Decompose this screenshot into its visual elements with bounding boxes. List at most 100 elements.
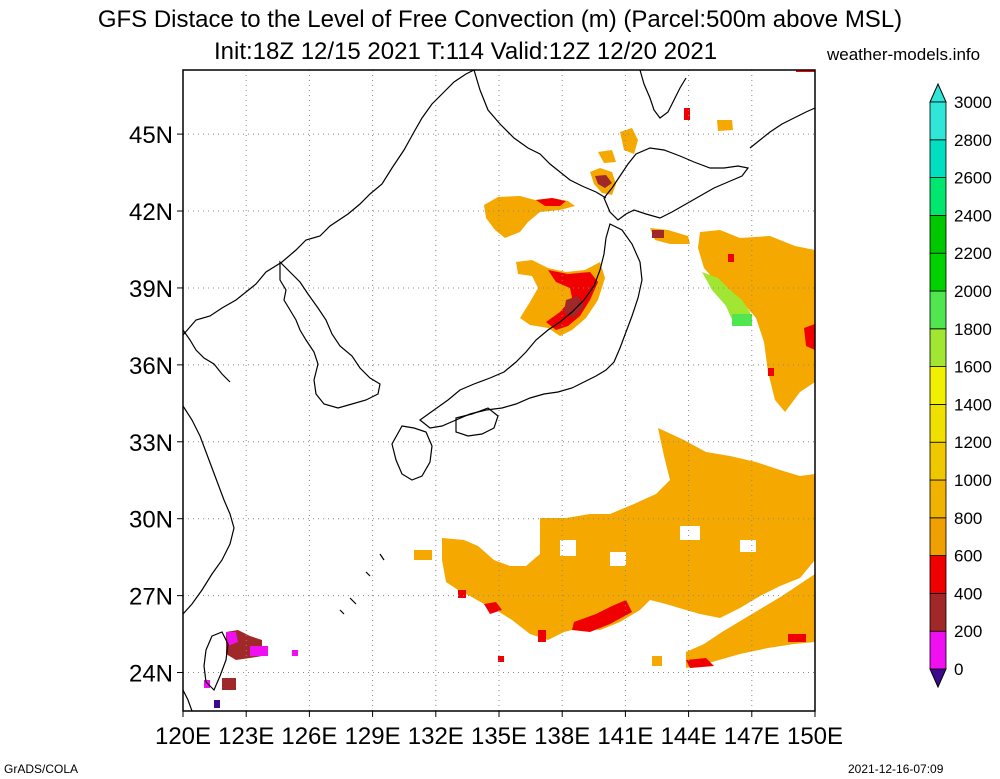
colorbar-swatch — [929, 630, 947, 670]
field-patch — [536, 198, 566, 206]
coastline-korea — [279, 260, 381, 409]
colorbar: 0 200 400 600 800 1000 1200 1400 1600 1800 2000 220… — [929, 82, 992, 689]
lat-tick-label: 42N — [129, 199, 173, 226]
lfc-shading — [204, 70, 815, 708]
lon-tick-label: 147E — [724, 723, 780, 750]
field-patch — [226, 632, 238, 646]
lon-tick-label: 126E — [281, 723, 337, 750]
colorbar-swatch — [929, 366, 947, 405]
colorbar-under-arrow — [929, 668, 947, 689]
field-patch — [538, 630, 546, 642]
colorbar-swatch — [929, 252, 947, 292]
site-label: weather-models.info — [827, 45, 981, 64]
field-patch — [620, 128, 638, 154]
lat-tick-label: 24N — [129, 661, 173, 688]
coastline-asia — [183, 70, 475, 336]
colorbar-label: 200 — [954, 622, 982, 641]
colorbar-label: 2400 — [954, 206, 992, 225]
colorbar-label: 1600 — [954, 358, 992, 377]
field-patch — [680, 526, 700, 540]
colorbar-label: 600 — [954, 547, 982, 566]
field-patch — [458, 590, 466, 598]
chart-subtitle: Init:18Z 12/15 2021 T:114 Valid:12Z 12/2… — [214, 38, 718, 65]
colorbar-swatch — [929, 328, 947, 367]
field-patch — [222, 678, 236, 690]
colorbar-swatch — [929, 139, 947, 179]
lon-tick-label: 141E — [597, 723, 653, 750]
colorbar-swatch — [929, 101, 947, 141]
coastline-china — [183, 405, 235, 615]
colorbar-swatch — [929, 555, 947, 594]
coastline-shikoku — [455, 407, 499, 437]
field-patch — [214, 700, 220, 708]
field-patch — [572, 600, 632, 632]
colorbar-swatch — [929, 214, 947, 254]
field-patch — [732, 314, 752, 326]
colorbar-label: 400 — [954, 584, 982, 603]
field-patch — [560, 540, 576, 556]
colorbar-swatch — [929, 177, 947, 216]
coastline-sakhalin — [639, 70, 687, 119]
colorbar-label: 2600 — [954, 169, 992, 188]
colorbar-swatch — [929, 441, 947, 481]
field-patch — [740, 540, 756, 552]
coastline-kyushu — [391, 425, 433, 481]
colorbar-label: 1400 — [954, 395, 992, 414]
lon-tick-label: 120E — [155, 723, 211, 750]
field-patch — [595, 175, 612, 188]
coastline-asia — [183, 329, 231, 383]
colorbar-label: 1000 — [954, 471, 992, 490]
lat-tick-label: 36N — [129, 353, 173, 380]
field-patch — [598, 150, 616, 163]
field-patch — [610, 552, 626, 566]
field-patch — [484, 196, 575, 238]
colorbar-swatch — [929, 517, 947, 556]
lon-tick-labels: 120E 123E 126E 129E 132E 135E 138E 141E 144E 147E… — [155, 711, 843, 750]
colorbar-swatch — [929, 290, 947, 330]
lat-tick-label: 39N — [129, 276, 173, 303]
colorbar-label: 2800 — [954, 131, 992, 150]
colorbar-label: 2000 — [954, 282, 992, 301]
map-gridlines — [183, 70, 815, 711]
field-patch — [652, 656, 662, 666]
lon-tick-label: 150E — [787, 723, 843, 750]
coastline-china-south — [183, 689, 193, 711]
lat-tick-labels: 24N 27N 30N 33N 36N 39N 42N 45N — [129, 122, 183, 688]
footer-timestamp: 2021-12-16-07:09 — [848, 762, 944, 776]
field-patch — [204, 680, 210, 688]
field-patch — [250, 646, 268, 656]
lon-tick-label: 144E — [661, 723, 717, 750]
field-patch — [702, 272, 752, 324]
colorbar-swatch — [929, 403, 947, 443]
field-patch — [728, 254, 734, 262]
lon-tick-label: 123E — [218, 723, 274, 750]
coastline-russia — [473, 70, 607, 199]
field-patch — [684, 108, 690, 120]
field-patch — [717, 120, 733, 131]
lat-tick-label: 27N — [129, 584, 173, 611]
lon-tick-label: 138E — [534, 723, 590, 750]
colorbar-label: 800 — [954, 509, 982, 528]
field-patch — [564, 296, 584, 318]
colorbar-label: 3000 — [954, 93, 992, 112]
field-patch — [686, 658, 714, 668]
field-patch — [292, 650, 298, 656]
lon-tick-label: 129E — [345, 723, 401, 750]
field-patch — [686, 574, 815, 668]
colorbar-label: 0 — [954, 660, 963, 679]
footer-left: GrADS/COLA — [4, 762, 79, 776]
colorbar-label: 1800 — [954, 320, 992, 339]
field-patch — [442, 428, 815, 640]
field-patch — [484, 602, 502, 614]
coastline-kurils — [749, 107, 815, 149]
colorbar-label: 1200 — [954, 433, 992, 452]
lat-tick-label: 45N — [129, 122, 173, 149]
lon-tick-label: 132E — [408, 723, 464, 750]
coastline-taiwan — [203, 631, 229, 692]
coastlines — [183, 70, 815, 711]
colorbar-swatch — [929, 479, 947, 519]
colorbar-label: 2200 — [954, 244, 992, 263]
coastline-hokkaido — [603, 147, 750, 221]
lon-tick-label: 135E — [471, 723, 527, 750]
